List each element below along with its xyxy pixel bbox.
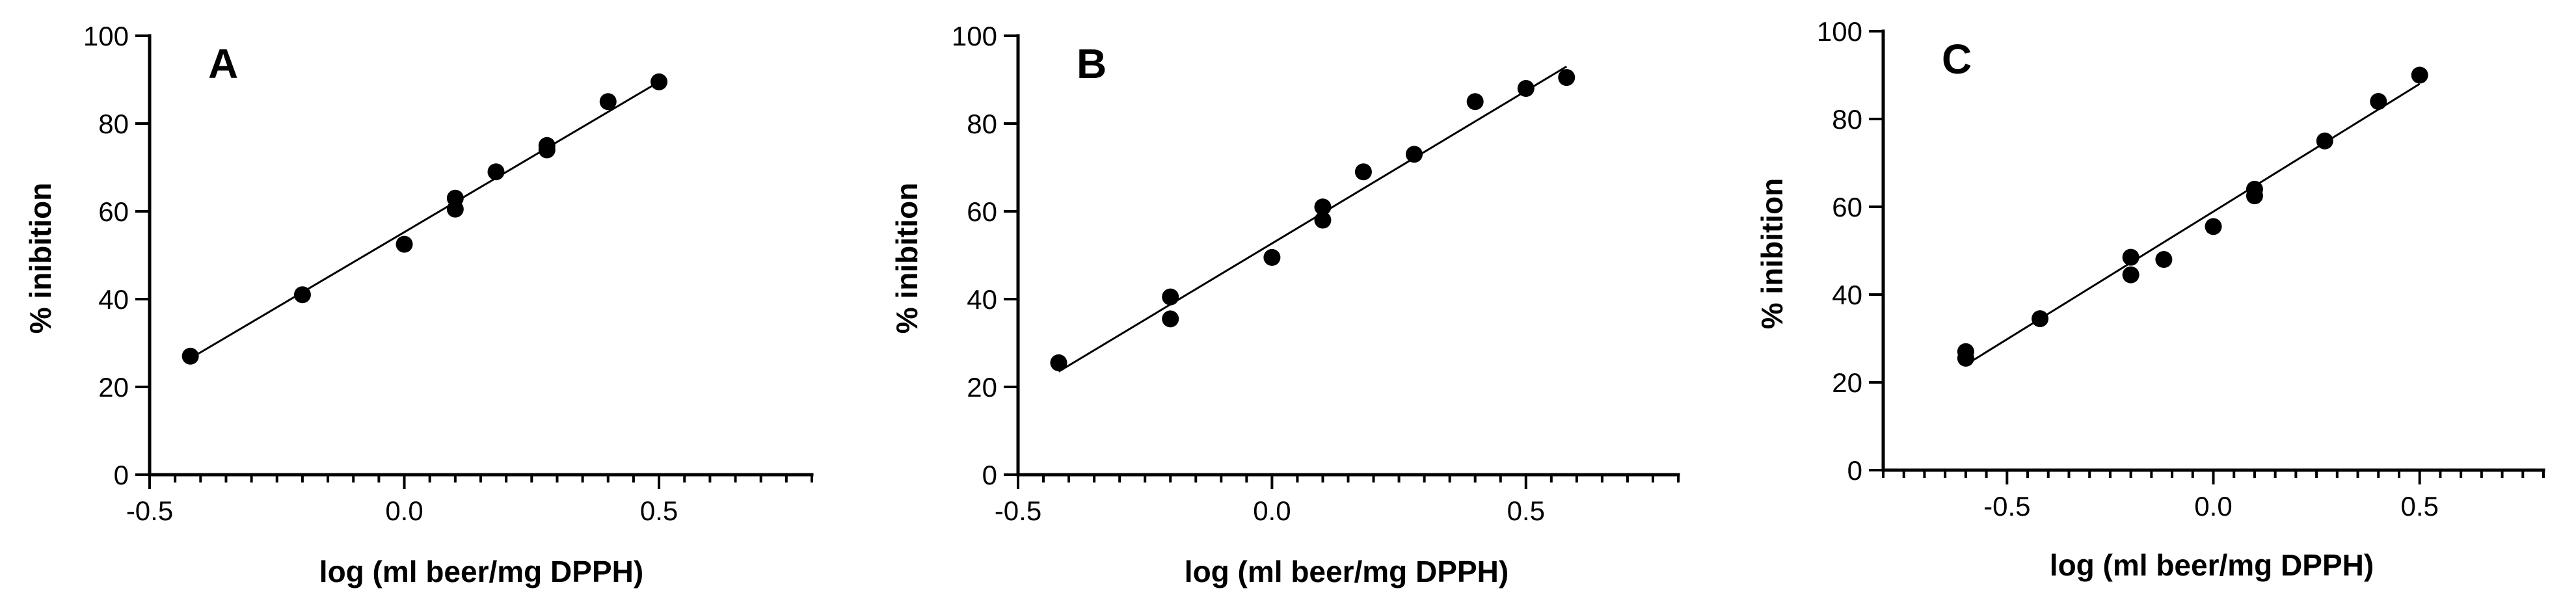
y-tick-label: 100 [1817,16,1862,47]
data-point [2032,310,2049,328]
data-point [293,286,311,304]
data-point [181,347,199,365]
x-tick-label: 0.5 [1507,496,1545,526]
x-axis-title: log (ml beer/mg DPPH) [2050,548,2374,582]
fit-line [189,81,660,360]
data-point [1406,146,1423,163]
x-tick-label: -0.5 [1983,491,2030,522]
x-tick-label: -0.5 [995,496,1041,526]
data-point [651,73,668,90]
data-point [2246,187,2263,205]
data-point [538,137,556,154]
panel-b: B % inibition log (ml beer/mg DPPH) -0.5… [890,21,1680,588]
y-tick-label: 60 [967,196,997,227]
fit-line [1058,65,1568,373]
data-point [2316,132,2333,150]
y-tick-label: 60 [98,196,129,227]
panel-label: B [1077,40,1107,87]
x-tick-label: 0.0 [1253,496,1291,526]
y-tick-label: 80 [967,109,997,139]
y-tick-label: 60 [1832,192,1862,222]
data-point [446,200,464,218]
x-axis-title: log (ml beer/mg DPPH) [1185,555,1509,588]
panel-c: C % inibition log (ml beer/mg DPPH) -0.5… [1755,16,2545,582]
y-tick-label: 0 [982,460,997,490]
y-tick-label: 40 [1832,280,1862,310]
y-axis-title: % inibition [1755,178,1789,330]
y-tick-label: 80 [98,109,129,139]
y-tick-label: 20 [967,372,997,403]
data-point [1314,198,1332,216]
data-point [396,235,413,253]
x-axis-title: log (ml beer/mg DPPH) [319,555,643,588]
data-point [2205,218,2222,235]
data-point [1957,349,1974,367]
x-tick-label: -0.5 [126,496,173,526]
x-tick-label: 0.5 [640,496,678,526]
data-point [599,93,617,111]
y-tick-label: 40 [967,284,997,315]
data-point [2122,266,2140,284]
y-tick-label: 100 [952,21,997,51]
x-tick-label: 0.0 [2194,491,2232,522]
data-point [2411,66,2428,84]
data-point [2122,248,2140,266]
data-point [1162,310,1179,328]
y-tick-label: 20 [98,372,129,403]
y-axis-title: % inibition [890,183,924,334]
y-tick-label: 40 [98,284,129,315]
data-point [1558,69,1576,86]
y-axis-title: % inibition [23,183,57,334]
data-point [1314,211,1332,229]
data-point [1466,93,1484,111]
data-point [487,163,505,181]
y-tick-label: 20 [1832,367,1862,398]
panel-label: C [1942,36,1972,83]
y-tick-label: 0 [1847,455,1862,486]
data-point [2155,251,2173,268]
data-point [1162,288,1179,306]
x-tick-label: 0.5 [2400,491,2438,522]
panel-label: A [208,40,238,87]
data-point [1263,248,1281,266]
y-tick-label: 0 [114,460,129,490]
data-point [2370,93,2387,110]
data-point [1050,354,1067,371]
x-tick-label: 0.0 [385,496,423,526]
data-point [1517,80,1535,97]
y-tick-label: 80 [1832,104,1862,135]
y-tick-label: 100 [83,21,129,51]
data-point [1354,163,1372,181]
panel-a: A % inibition log (ml beer/mg DPPH) -0.5… [23,21,814,588]
